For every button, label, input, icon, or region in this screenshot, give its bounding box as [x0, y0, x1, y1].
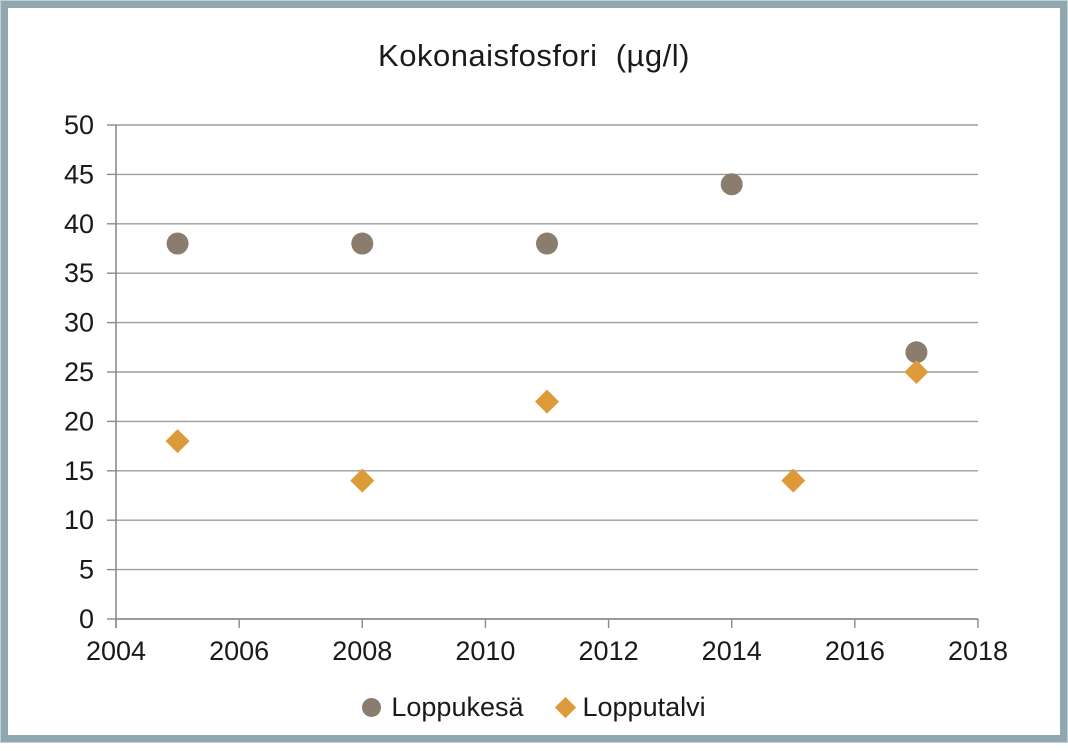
legend-label: Lopputalvi: [582, 692, 706, 722]
data-point-loppukes: [905, 341, 928, 364]
legend-item-loppukesa: Loppukesä: [362, 692, 524, 723]
data-point-loppukes: [536, 232, 558, 255]
diamond-marker-icon: [554, 696, 576, 719]
y-tick-label: 10: [64, 505, 94, 535]
data-point-lopputalvi: [165, 429, 190, 454]
data-point-loppukes: [166, 232, 189, 255]
x-tick-label: 2008: [332, 636, 392, 666]
y-tick-label: 15: [64, 456, 94, 486]
y-tick-label: 30: [64, 308, 94, 338]
legend-label: Loppukesä: [391, 692, 524, 722]
x-tick-label: 2018: [948, 636, 1008, 666]
x-tick-label: 2010: [455, 636, 515, 666]
circle-marker-icon: [362, 698, 382, 717]
data-point-loppukes: [720, 173, 743, 196]
y-tick-label: 0: [79, 604, 94, 634]
y-tick-label: 35: [64, 258, 94, 288]
x-tick-label: 2006: [209, 636, 269, 666]
y-tick-label: 20: [64, 406, 94, 436]
legend: Loppukesä Lopputalvi: [8, 692, 1060, 723]
data-point-lopputalvi: [535, 389, 559, 414]
x-tick-label: 2012: [579, 636, 639, 666]
x-tick-label: 2004: [86, 636, 146, 666]
chart-title: Kokonaisfosfori (µg/l): [378, 38, 690, 73]
scatter-plot: 0 5 10 15 20 25 30 35 40 45 50 2004 2006 2008 2010 2012…: [64, 110, 1008, 666]
y-tick-label: 50: [64, 110, 94, 140]
y-tick-label: 25: [64, 357, 94, 387]
y-tick-label: 5: [79, 555, 94, 585]
data-point-lopputalvi: [350, 468, 375, 493]
x-tick-label: 2014: [702, 636, 762, 666]
data-point-lopputalvi: [781, 468, 806, 493]
x-tick-label: 2016: [825, 636, 885, 666]
data-point-lopputalvi: [904, 360, 929, 384]
y-tick-label: 40: [64, 209, 94, 239]
data-point-loppukes: [351, 232, 374, 255]
y-tick-label: 45: [64, 159, 94, 189]
legend-item-lopputalvi: Lopputalvi: [554, 692, 706, 723]
